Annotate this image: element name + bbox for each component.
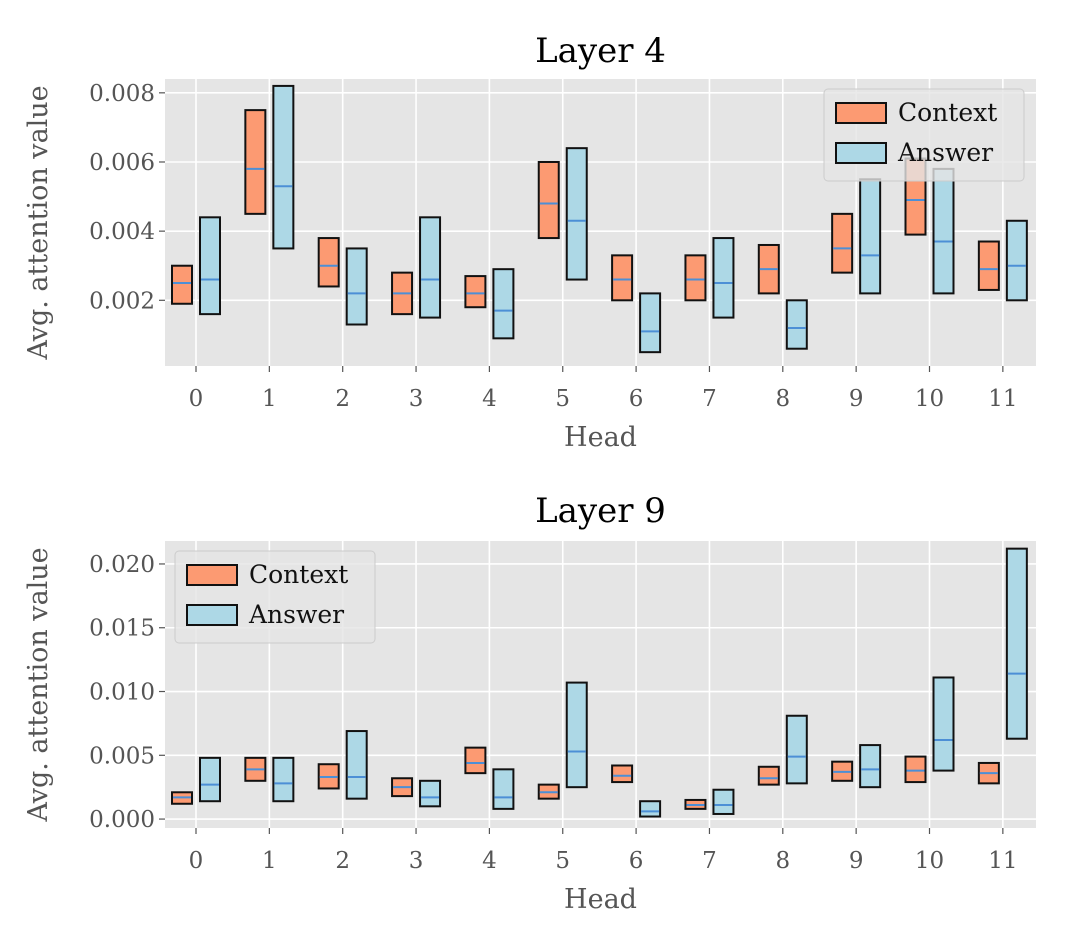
- answer-box: [639, 800, 662, 818]
- y-tick-label: 0.020: [89, 552, 155, 578]
- answer-box: [272, 756, 295, 803]
- x-tick-label: 6: [629, 848, 644, 874]
- context-box: [684, 254, 707, 302]
- x-tick-label: 5: [555, 848, 570, 874]
- x-tick-label: 11: [988, 386, 1017, 412]
- context-box: [831, 212, 854, 274]
- context-box: [611, 254, 634, 302]
- context-box: [611, 764, 634, 784]
- legend-context-label: Context: [249, 560, 348, 589]
- x-tick-label: 4: [482, 386, 497, 412]
- x-tick-label: 1: [262, 386, 277, 412]
- context-box: [464, 746, 487, 775]
- x-tick-label: 2: [335, 386, 350, 412]
- x-tick-label: 6: [629, 386, 644, 412]
- x-tick-label: 8: [775, 848, 790, 874]
- y-tick-label: 0.005: [89, 743, 155, 769]
- answer-box: [1005, 547, 1028, 740]
- answer-box: [785, 299, 808, 350]
- y-tick-label: 0.000: [89, 807, 155, 833]
- x-tick-label: 9: [849, 386, 864, 412]
- legend-context-label: Context: [898, 98, 997, 127]
- chart-panel-2: Layer 9 0.000 0.005 0.010 0.015 0.020 0 1 2 3 4 5 6 7…: [23, 491, 1036, 915]
- context-box: [904, 755, 927, 784]
- x-tick-label: 10: [915, 386, 944, 412]
- chart-panel-1: Layer 4 0.002 0.004 0.006 0.008 0 1 2 3 4 5 6 7 8 9 10 1…: [23, 31, 1036, 453]
- context-box: [171, 264, 193, 305]
- context-box: [244, 109, 267, 215]
- y-axis-label: Avg. attention value: [23, 547, 54, 822]
- y-tick-label: 0.002: [89, 288, 155, 314]
- answer-box: [932, 167, 955, 295]
- context-box: [977, 240, 1000, 291]
- answer-box: [932, 676, 955, 772]
- answer-box: [785, 714, 808, 785]
- answer-box: [565, 147, 588, 281]
- legend-answer-swatch: [835, 142, 887, 164]
- legend: Context Answer: [823, 88, 1025, 182]
- context-box: [537, 160, 560, 240]
- answer-box: [712, 788, 735, 815]
- y-tick-label: 0.008: [89, 81, 155, 107]
- y-tick-label: 0.010: [89, 680, 155, 706]
- x-axis-label: Head: [564, 884, 637, 915]
- answer-box: [345, 730, 368, 800]
- x-axis-label: Head: [564, 422, 637, 453]
- chart-title: Layer 9: [535, 491, 666, 531]
- answer-box: [272, 84, 295, 250]
- chart-title: Layer 4: [535, 31, 666, 71]
- answer-box: [712, 237, 735, 319]
- x-tick-label: 3: [409, 386, 424, 412]
- x-tick-label: 4: [482, 848, 497, 874]
- x-tick-label: 5: [555, 386, 570, 412]
- answer-box: [639, 292, 662, 354]
- answer-box: [419, 216, 442, 319]
- y-tick-label: 0.006: [89, 150, 155, 176]
- context-box: [317, 237, 340, 288]
- y-tick-label: 0.004: [89, 219, 155, 245]
- legend: Context Answer: [174, 550, 376, 644]
- context-box: [757, 765, 780, 786]
- answer-box: [565, 681, 588, 789]
- x-tick-label: 11: [988, 848, 1017, 874]
- answer-box: [492, 268, 515, 340]
- answer-box: [1005, 219, 1028, 302]
- answer-box: [859, 744, 882, 789]
- x-tick-label: 0: [189, 386, 204, 412]
- answer-box: [859, 178, 882, 295]
- answer-box: [419, 779, 442, 808]
- legend-answer-label: Answer: [248, 600, 344, 629]
- answer-box: [199, 756, 221, 803]
- x-tick-label: 1: [262, 848, 277, 874]
- legend-answer-swatch: [186, 604, 238, 626]
- x-tick-label: 10: [915, 848, 944, 874]
- answer-box: [492, 768, 515, 810]
- x-tick-label: 2: [335, 848, 350, 874]
- x-tick-label: 3: [409, 848, 424, 874]
- answer-box: [199, 216, 221, 316]
- x-tick-label: 0: [189, 848, 204, 874]
- x-tick-label: 9: [849, 848, 864, 874]
- x-tick-label: 8: [775, 386, 790, 412]
- y-tick-label: 0.015: [89, 616, 155, 642]
- legend-answer-label: Answer: [897, 138, 993, 167]
- legend-context-swatch: [186, 564, 238, 586]
- context-box: [464, 275, 487, 309]
- y-axis-label: Avg. attention value: [23, 85, 54, 360]
- x-tick-label: 7: [702, 386, 717, 412]
- legend-context-swatch: [835, 102, 887, 124]
- answer-box: [345, 247, 368, 326]
- x-tick-label: 7: [702, 848, 717, 874]
